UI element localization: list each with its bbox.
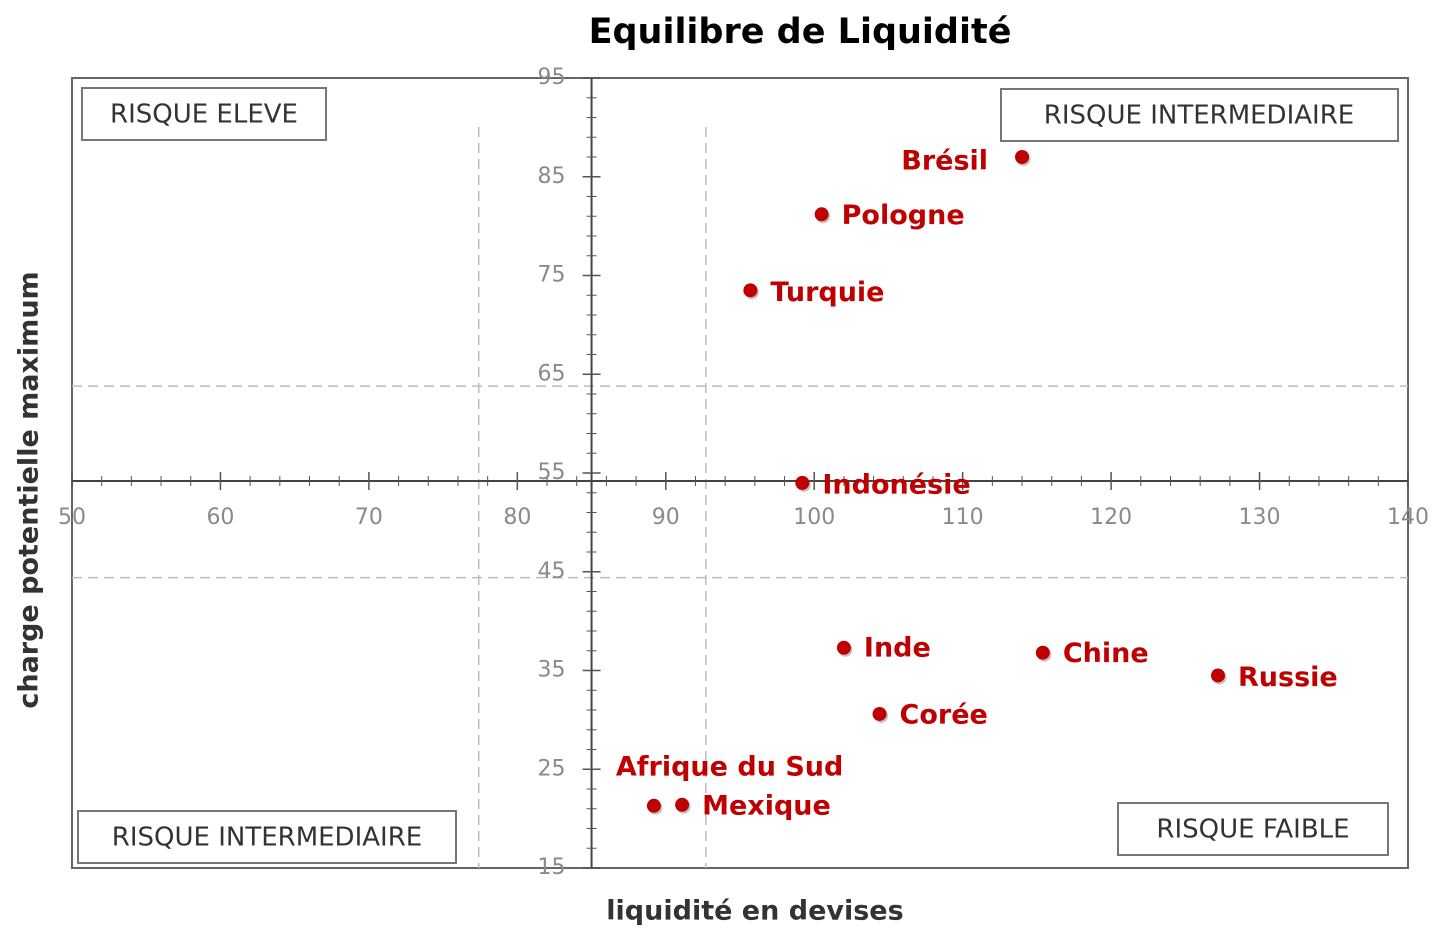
annotation-box [1000,88,1399,142]
x-tick-label: 130 [1239,505,1281,530]
point-label: Mexique [702,790,831,821]
x-axis-label: liquidité en devises [606,896,903,927]
y-tick-label: 95 [538,65,566,90]
y-tick-label: 35 [538,658,566,683]
point [1210,668,1225,683]
y-axis-label: charge potentielle maximum [14,271,45,708]
x-tick-label: 120 [1090,505,1132,530]
point-label: Russie [1238,662,1338,693]
point [1015,150,1030,164]
annotation-box [1117,802,1389,856]
point-label: Inde [864,632,931,663]
y-tick-label: 65 [538,361,566,386]
x-tick-label: 90 [652,505,680,530]
y-tick-label: 55 [538,460,566,485]
annotation-box [81,87,327,141]
quadrant-boxes: RISQUE ELEVE RISQUE INTERMEDIAIRE RISQUE… [77,87,1399,864]
annotation: RISQUE INTERMEDIAIRE [112,823,422,853]
point-label: Pologne [842,200,965,231]
y-tick-label: 45 [538,559,566,584]
y-tick-label: 25 [538,756,566,781]
point [814,207,829,222]
x-tick-label: 140 [1387,505,1429,530]
point [795,475,810,490]
x-tick-label: 110 [942,505,984,530]
y-tick-label: 15 [538,855,566,880]
plot-frame [71,77,1409,869]
point-label: Chine [1063,638,1149,669]
point-label: Corée [900,699,988,730]
x-tick-label: 50 [58,505,86,530]
x-tick-label: 70 [355,505,383,530]
point [743,283,758,298]
point-label: Turquie [770,277,884,308]
chart-title: Equilibre de Liquidité [589,12,1012,52]
point-label: Afrique du Sud [616,751,843,782]
point-label: Brésil [901,146,988,177]
point [1035,645,1050,660]
x-tick-label: 60 [206,505,234,530]
y-tick-label: 75 [538,263,566,288]
y-tick-label: 85 [538,164,566,189]
x-tick-label: 100 [793,505,835,530]
annotation: RISQUE INTERMEDIAIRE [1044,101,1354,131]
annotation-box [77,810,457,864]
annotation: RISQUE FAIBLE [1156,815,1349,845]
annotation: RISQUE ELEVE [110,100,298,130]
point [646,798,661,813]
point [675,797,690,812]
point [836,640,851,655]
point-label: Indonésie [822,469,970,500]
point [872,706,887,721]
x-tick-label: 80 [503,505,531,530]
